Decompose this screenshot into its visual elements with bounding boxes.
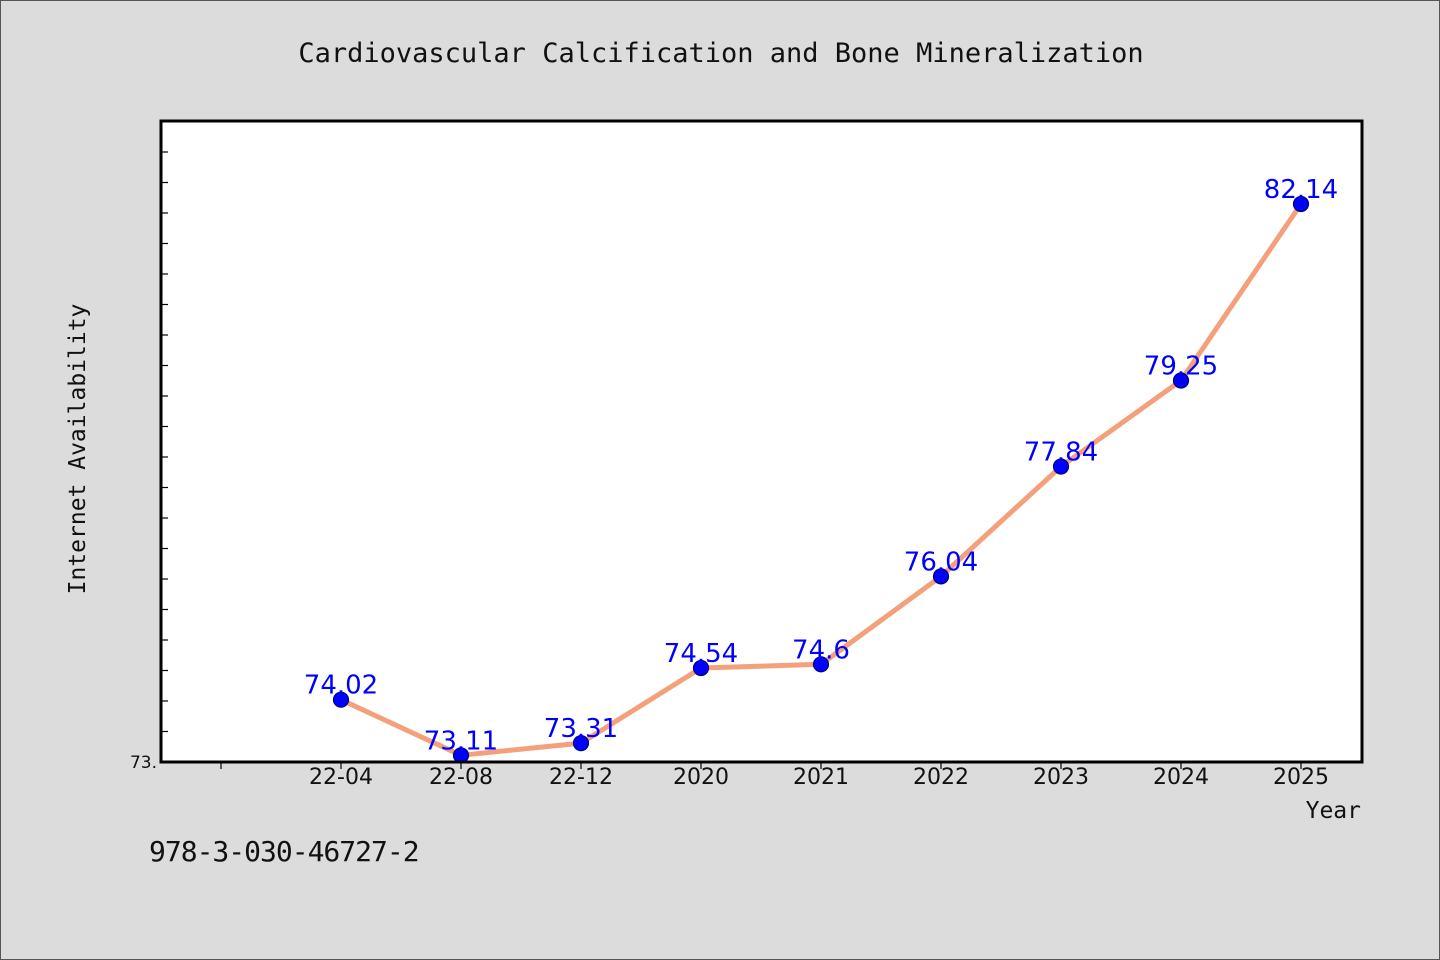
data-points xyxy=(332,195,1310,764)
data-label: 82.14 xyxy=(1264,175,1338,205)
x-tick-label: 22-12 xyxy=(549,765,613,790)
chart-title: Cardiovascular Calcification and Bone Mi… xyxy=(298,38,1143,69)
x-tick-label: 22-08 xyxy=(429,765,493,790)
data-point xyxy=(932,568,950,585)
x-tick-label: 2025 xyxy=(1273,765,1329,790)
data-point xyxy=(812,656,830,673)
data-point xyxy=(332,691,350,708)
data-label: 74.54 xyxy=(664,639,738,669)
x-tick-label: 2024 xyxy=(1153,765,1209,790)
data-label: 76.04 xyxy=(904,547,978,577)
data-point xyxy=(1172,372,1190,389)
data-labels: 74.02 73.11 73.31 74.54 74.6 76.04 77.84 79.25 8… xyxy=(304,175,1338,756)
data-label: 74.02 xyxy=(304,671,378,701)
y-axis-tick-label: 73. xyxy=(130,753,157,773)
plot-area xyxy=(161,121,1362,762)
data-point xyxy=(572,734,590,752)
data-label: 73.31 xyxy=(544,714,618,744)
footer-code: 978-3-030-46727-2 xyxy=(149,835,420,868)
x-tick-label: 2022 xyxy=(913,765,969,790)
data-label: 73.11 xyxy=(424,726,498,756)
data-label: 74.6 xyxy=(792,635,850,665)
x-axis-label: Year xyxy=(1306,798,1361,824)
data-point xyxy=(1292,195,1310,213)
x-axis-tick-labels: 22-04 22-08 22-12 2020 2021 2022 2023 2024 2025 xyxy=(309,765,1329,790)
data-point xyxy=(1052,458,1070,475)
data-point xyxy=(692,659,710,677)
y-axis-label: Internet Availability xyxy=(65,304,91,595)
x-tick-label: 2023 xyxy=(1033,765,1089,790)
x-tick-label: 22-04 xyxy=(309,765,373,790)
x-tick-label: 2021 xyxy=(793,765,849,790)
data-label: 79.25 xyxy=(1144,352,1218,382)
x-tick-label: 2020 xyxy=(673,765,729,790)
data-label: 77.84 xyxy=(1024,438,1098,468)
plot-border xyxy=(159,119,1364,764)
